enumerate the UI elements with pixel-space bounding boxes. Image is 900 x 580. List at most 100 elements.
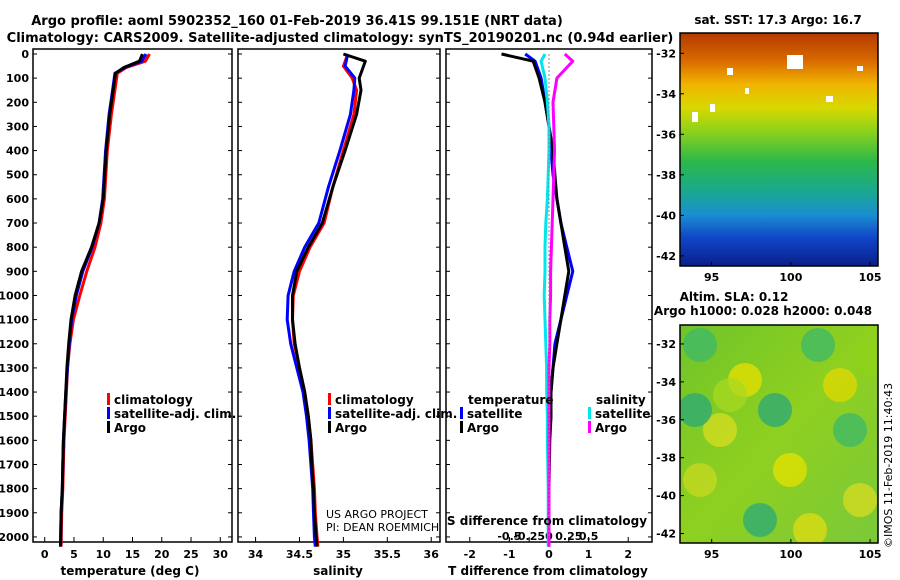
temperature-tick-label: 30: [213, 548, 229, 561]
legend-swatch-satellite: [107, 407, 110, 419]
lat-tick-label: -32: [656, 47, 676, 60]
lat-tick-label: -36: [656, 128, 676, 141]
t-diff-tick-label: -2: [464, 548, 476, 561]
legend-t-argo: Argo: [467, 421, 499, 435]
legend-swatch-climatology: [107, 393, 110, 405]
legend-climatology: climatology: [335, 393, 414, 407]
sla-anomaly-blob: [680, 393, 712, 427]
legend-swatch-t-argo: [460, 421, 463, 433]
salinity-axis-label: salinity: [313, 564, 363, 578]
sst-map-cloud-mask: [692, 55, 863, 122]
sla-map-frame: [679, 324, 879, 544]
series-line-temperature-argo: [501, 52, 571, 547]
sst-map-frame: [679, 32, 879, 267]
legend-swatch-argo: [328, 421, 331, 433]
legend-swatch-satellite: [328, 407, 331, 419]
legend-t-satellite: satellite: [467, 407, 522, 421]
temperature-tick-label: 25: [183, 548, 198, 561]
t-diff-tick-label: 0: [545, 548, 553, 561]
lat-tick-label: -34: [656, 88, 676, 101]
depth-tick-label: 900: [6, 265, 29, 278]
s-diff-tick-label: 0.5: [579, 530, 599, 543]
s-diff-tick-label: 0.25: [555, 530, 582, 543]
sla-map-ticks: -32 -34 -36 -38 -40 -42 95 100 105: [656, 338, 881, 561]
depth-tick-label: 200: [6, 96, 29, 109]
salinity-legend: climatology satellite-adj. clim. Argo US…: [326, 393, 457, 534]
sla-anomaly-blob: [743, 503, 777, 537]
temperature-tick-label: 0: [41, 548, 49, 561]
sla-anomaly-blob: [823, 368, 857, 402]
sla-anomaly-blob: [843, 483, 877, 517]
lon-tick-label: 105: [859, 271, 882, 284]
cloud-patch: [745, 88, 749, 94]
temperature-tick-label: 5: [70, 548, 78, 561]
depth-tick-label: 400: [6, 145, 29, 158]
legend-salinity-title: salinity: [596, 393, 646, 407]
lon-tick-label: 100: [779, 548, 802, 561]
salinity-tick-label: 36: [424, 548, 440, 561]
legend-swatch-climatology: [328, 393, 331, 405]
lat-tick-label: -38: [656, 452, 676, 465]
series-line-argo: [59, 53, 144, 547]
depth-tick-label: 2000: [0, 531, 29, 544]
legend-argo: Argo: [114, 421, 146, 435]
lat-tick-label: -38: [656, 169, 676, 182]
legend-swatch-argo: [107, 421, 110, 433]
lat-tick-label: -36: [656, 414, 676, 427]
legend-satellite: satellite-adj. clim.: [114, 407, 236, 421]
lon-tick-label: 100: [779, 271, 802, 284]
lon-tick-label: 105: [859, 548, 882, 561]
lon-tick-label: 95: [704, 271, 719, 284]
sla-anomaly-blob: [833, 413, 867, 447]
sla-anomaly-blob: [683, 463, 717, 497]
legend-s-satellite: satellite: [595, 407, 650, 421]
temperature-tick-label: 10: [96, 548, 112, 561]
legend-swatch-s-argo: [588, 421, 591, 433]
depth-tick-label: 300: [6, 120, 29, 133]
lat-tick-label: -40: [656, 490, 676, 503]
s-difference-axis-label: S difference from climatology: [447, 514, 647, 528]
depth-tick-label: 1200: [0, 338, 29, 351]
series-line-argo: [291, 52, 367, 547]
temperature-tick-label: 20: [154, 548, 170, 561]
temperature-tick-label: 15: [125, 548, 140, 561]
temperature-axis-label: temperature (deg C): [61, 564, 200, 578]
salinity-tick-label: 35: [336, 548, 351, 561]
legend-swatch-t-satellite: [460, 407, 463, 419]
legend-argo: Argo: [335, 421, 367, 435]
profile-lines: [59, 52, 575, 547]
lat-tick-label: -34: [656, 376, 676, 389]
imos-timestamp: ©IMOS 11-Feb-2019 11:40:43: [882, 383, 895, 548]
sla-anomaly-blob: [758, 393, 792, 427]
depth-axis: 0 100 200 300 400 500 600 700 800 900 1000 1100 1200…: [0, 48, 652, 544]
depth-tick-label: 1500: [0, 410, 29, 423]
depth-tick-label: 1700: [0, 458, 29, 471]
figure-title-line2: Climatology: CARS2009. Satellite-adjuste…: [7, 31, 674, 46]
lat-tick-label: -42: [656, 250, 676, 263]
cloud-patch: [857, 66, 863, 71]
temperature-legend: climatology satellite-adj. clim. Argo: [107, 393, 236, 435]
depth-tick-label: 700: [6, 217, 29, 230]
series-line-salinity-satellite: [539, 53, 551, 547]
s-diff-tick-label: -0.25: [513, 530, 545, 543]
sla-anomaly-blob: [703, 413, 737, 447]
depth-tick-label: 1400: [0, 386, 29, 399]
lat-tick-label: -32: [656, 338, 676, 351]
cloud-patch: [692, 112, 698, 122]
sst-map-ticks: -32 -34 -36 -38 -40 -42 95 100 105: [656, 47, 881, 284]
sla-anomaly-blob: [683, 328, 717, 362]
cloud-patch: [710, 104, 715, 112]
depth-tick-label: 800: [6, 241, 29, 254]
sla-map-title-line2: Argo h1000: 0.028 h2000: 0.048: [654, 304, 872, 318]
sla-anomaly-blob: [773, 453, 807, 487]
depth-tick-label: 1100: [0, 314, 29, 327]
salinity-tick-label: 35.5: [374, 548, 401, 561]
depth-tick-label: 600: [6, 193, 29, 206]
depth-tick-label: 1800: [0, 483, 29, 496]
salinity-tick-label: 34: [248, 548, 264, 561]
credit-line2: PI: DEAN ROEMMICH: [326, 521, 439, 534]
depth-tick-label: 0: [21, 48, 29, 61]
sst-map-title: sat. SST: 17.3 Argo: 16.7: [694, 13, 861, 27]
depth-tick-label: 1300: [0, 362, 29, 375]
depth-tick-label: 1900: [0, 507, 29, 520]
